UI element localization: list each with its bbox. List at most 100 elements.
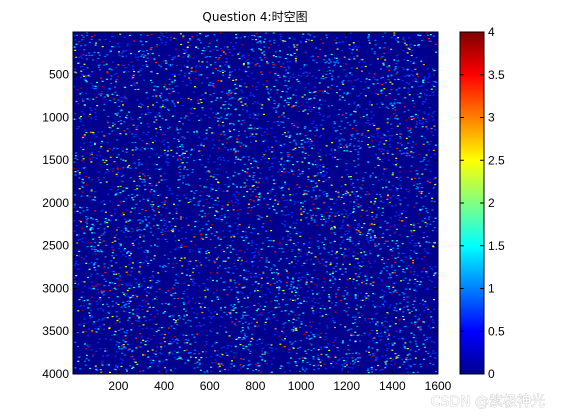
heatmap-cell [237,292,240,294]
heatmap-cell [257,325,260,327]
heatmap-cell [300,202,302,204]
heatmap-cell [292,299,294,301]
heatmap-cell [227,107,230,109]
heatmap-cell [242,365,245,367]
heatmap-cell [426,336,428,338]
heatmap-cell [387,75,390,77]
heatmap-cell [164,291,167,294]
heatmap-cell [213,161,216,163]
heatmap-cell [364,172,367,174]
heatmap-cell [226,138,229,140]
heatmap-cell [416,275,419,277]
heatmap-cell [400,153,403,155]
heatmap-cell [115,351,118,353]
heatmap-cell [332,366,335,368]
heatmap-cell [314,256,317,258]
heatmap-cell [164,200,167,202]
heatmap-cell [389,304,392,306]
heatmap-cell [96,273,99,275]
heatmap-cell [113,208,116,210]
heatmap-cell [75,275,78,277]
heatmap-cell [267,343,270,345]
heatmap-cell [317,207,320,210]
heatmap-cell [425,288,428,290]
heatmap-cell [266,237,269,239]
heatmap-cell [243,269,246,271]
heatmap-cell [176,146,179,148]
heatmap-cell [73,264,76,266]
heatmap-cell [260,342,263,344]
heatmap-cell [226,176,229,179]
heatmap-cell [109,188,112,191]
heatmap-cell [412,141,415,143]
heatmap-cell [245,307,248,309]
heatmap-cell [429,242,432,244]
heatmap-cell [129,52,132,54]
heatmap-cell [191,334,194,336]
heatmap-cell [117,238,120,240]
heatmap-cell [280,40,283,42]
heatmap-cell [91,178,94,181]
heatmap-cell [390,189,393,191]
heatmap-cell [312,321,315,323]
heatmap-cell [199,230,201,232]
heatmap-cell [307,140,310,143]
heatmap-cell [240,123,243,125]
heatmap-cell [187,97,190,100]
heatmap-cell [295,56,298,58]
heatmap-cell [219,70,222,73]
heatmap-cell [303,190,306,192]
heatmap-cell [367,240,370,242]
heatmap-cell [143,228,146,230]
heatmap-cell [236,233,239,235]
heatmap-cell [130,117,133,119]
heatmap-cell [127,251,130,253]
heatmap-cell [284,269,287,271]
heatmap-cell [240,331,243,333]
heatmap-cell [92,199,95,201]
heatmap-cell [361,282,364,284]
heatmap-cell [212,176,215,178]
heatmap-cell [274,157,277,159]
heatmap-cell [206,278,209,280]
heatmap-cell [369,124,372,126]
heatmap-cell [131,296,134,298]
heatmap-cell [287,72,290,74]
heatmap-cell [183,303,186,305]
heatmap-cell [174,225,177,227]
heatmap-cell [389,146,392,148]
heatmap-cell [193,353,196,355]
heatmap-cell [333,321,336,323]
heatmap-cell [384,317,387,319]
heatmap-cell [320,77,323,79]
heatmap-cell [395,133,398,135]
heatmap-cell [385,336,388,338]
heatmap-cell [160,231,163,233]
heatmap-cell [203,317,206,319]
heatmap-cell [377,157,380,159]
heatmap-cell [303,141,306,143]
heatmap-cell [354,319,357,321]
heatmap-cell [220,116,223,118]
heatmap-cell [196,47,199,49]
heatmap-cell [312,364,315,367]
heatmap-cell [315,328,318,330]
heatmap-cell [329,88,332,90]
heatmap-cell [307,161,310,164]
heatmap-cell [306,279,309,281]
heatmap-cell [337,62,340,64]
heatmap-cell [301,361,304,363]
heatmap-cell [251,284,254,286]
heatmap-cell [431,229,434,232]
heatmap-cell [228,74,231,76]
heatmap-cell [260,127,263,129]
heatmap-cell [426,337,429,339]
heatmap-cell [235,297,238,299]
heatmap-cell [328,300,331,302]
heatmap-cell [260,277,263,279]
heatmap-cell [367,261,370,263]
heatmap-cell [170,325,173,327]
heatmap-cell [295,62,297,64]
heatmap-cell [312,313,315,315]
heatmap-cell [410,266,413,268]
